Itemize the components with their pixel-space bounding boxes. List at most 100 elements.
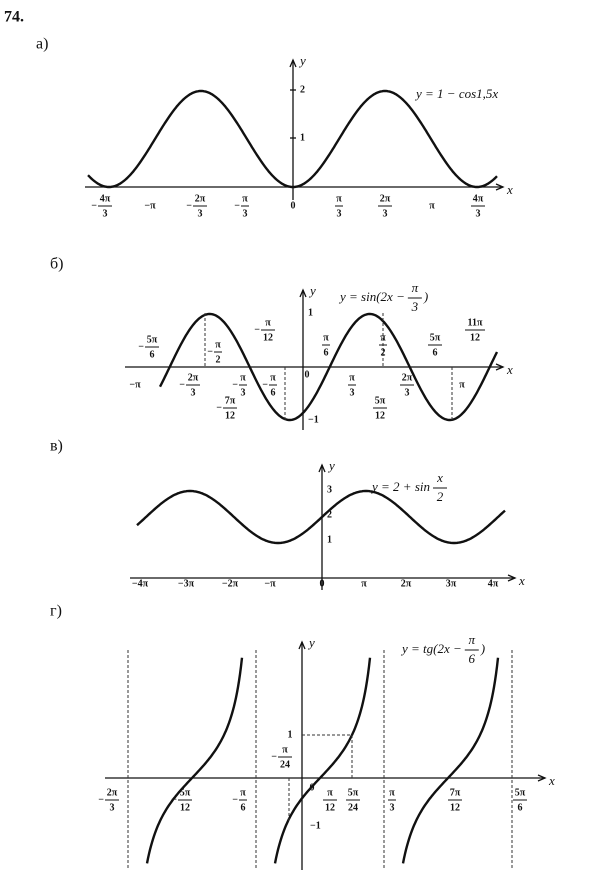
x-tick-label-den: 3 [350, 387, 355, 398]
x-tick-label-num: 5π [147, 334, 158, 345]
x-tick-label: π [361, 578, 367, 589]
x-tick-label-num: 11π [468, 317, 483, 328]
x-tick-label-num: 7π [225, 395, 236, 406]
x-tick-label-den: 12 [375, 410, 385, 421]
x-tick-label: −3π [178, 578, 195, 589]
x-tick-label-den: 2 [381, 347, 386, 358]
x-tick-label-num: 5π [430, 332, 441, 343]
x-tick-label-num: π [270, 372, 276, 383]
x-tick-label-num: 2π [188, 372, 199, 383]
arrow [495, 183, 505, 191]
y-tick-label: 1 [327, 534, 332, 545]
x-tick-label-sign: − [91, 200, 97, 211]
x-tick-label-num: 2π [107, 787, 118, 798]
x-tick-label: −4π [132, 578, 149, 589]
x-tick-label: 4π [488, 578, 499, 589]
axis-y-name: y [327, 458, 335, 473]
curve [401, 657, 500, 864]
x-tick-label-den: 3 [110, 802, 115, 813]
x-tick-label: π [429, 200, 435, 211]
x-tick-label: 0 [305, 369, 310, 380]
guide [302, 734, 353, 778]
x-tick-label-sign: − [138, 341, 144, 352]
arrow [495, 363, 505, 371]
x-tick-label-sign: − [234, 200, 240, 211]
part-label: в) [50, 438, 63, 455]
formula-den: 2 [437, 489, 444, 504]
curve [145, 657, 244, 864]
formula: y = 2 + sin [370, 479, 430, 494]
x-tick-label-num: 5π [515, 787, 526, 798]
x-tick-label-num: π [240, 372, 246, 383]
x-tick-label-den: 12 [180, 802, 190, 813]
x-tick-label-sign: − [98, 794, 104, 805]
x-tick-label-num: π [240, 787, 246, 798]
x-tick-label: 2π [401, 578, 412, 589]
curve [136, 489, 506, 545]
axis-y-name: y [307, 635, 315, 650]
formula-close: ) [423, 289, 428, 304]
x-tick-label-den: 12 [325, 802, 335, 813]
axis-x-name: x [506, 182, 513, 197]
x-tick-label-num: π [349, 372, 355, 383]
curve [273, 657, 372, 864]
y-tick-label: 3 [327, 484, 332, 495]
curve [87, 89, 498, 189]
x-tick-label-den: 6 [518, 802, 523, 813]
axis-y-name: y [308, 283, 316, 298]
x-tick-label: −π [144, 200, 156, 211]
y-tick-label-den: 24 [280, 759, 290, 770]
arrow [507, 574, 517, 582]
y-tick-label: 1 [308, 307, 313, 318]
x-tick-label: 3π [446, 578, 457, 589]
arrow [318, 463, 326, 473]
x-tick-label-num: π [380, 332, 386, 343]
part-label: б) [50, 256, 63, 273]
x-tick-label-num: 2π [380, 193, 391, 204]
x-tick-label-den: 3 [337, 208, 342, 219]
arrow [299, 288, 307, 298]
y-tick-label-sign: − [271, 751, 277, 762]
x-tick-label-num: π [323, 332, 329, 343]
formula-num: x [436, 470, 443, 485]
x-tick-label-den: 3 [241, 387, 246, 398]
x-tick-label-sign: − [171, 794, 177, 805]
axis-x-name: x [518, 573, 525, 588]
x-tick-label-num: π [336, 193, 342, 204]
x-tick-label-num: 2π [402, 372, 413, 383]
x-tick-label: −π [264, 578, 276, 589]
problem-number: 74. [4, 9, 24, 26]
y-tick-label: 1 [300, 132, 305, 143]
x-tick-label-den: 6 [150, 349, 155, 360]
x-tick-label-den: 3 [405, 387, 410, 398]
x-tick-label-den: 3 [476, 208, 481, 219]
formula-close: ) [480, 641, 485, 656]
x-tick-label-sign: − [254, 324, 260, 335]
y-tick-label: 2 [327, 509, 332, 520]
x-tick-label: 0 [320, 578, 325, 589]
x-tick-label-den: 3 [390, 802, 395, 813]
y-tick-label-num: π [282, 744, 288, 755]
axis-x-name: x [548, 773, 555, 788]
formula-den: 3 [411, 299, 419, 314]
part-label: г) [50, 603, 62, 620]
arrow [537, 774, 547, 782]
x-tick-label-den: 2 [216, 354, 221, 365]
formula: y = sin(2x − [338, 289, 405, 304]
x-tick-label-num: 5π [180, 787, 191, 798]
x-tick-label-num: 4π [473, 193, 484, 204]
axis-y-name: y [298, 53, 306, 68]
formula: y = 1 − cos1,5x [414, 86, 498, 101]
x-tick-label: −2π [222, 578, 239, 589]
x-tick-label-den: 6 [324, 347, 329, 358]
arrow [289, 58, 297, 68]
formula: y = tg(2x − [400, 641, 462, 656]
x-tick-label-den: 12 [225, 410, 235, 421]
x-tick-label-sign: − [262, 379, 268, 390]
x-tick-label-num: 7π [450, 787, 461, 798]
x-tick-label-sign: − [232, 379, 238, 390]
x-tick-label: 0 [291, 200, 296, 211]
arrow [298, 640, 306, 650]
formula-num: π [469, 632, 476, 647]
